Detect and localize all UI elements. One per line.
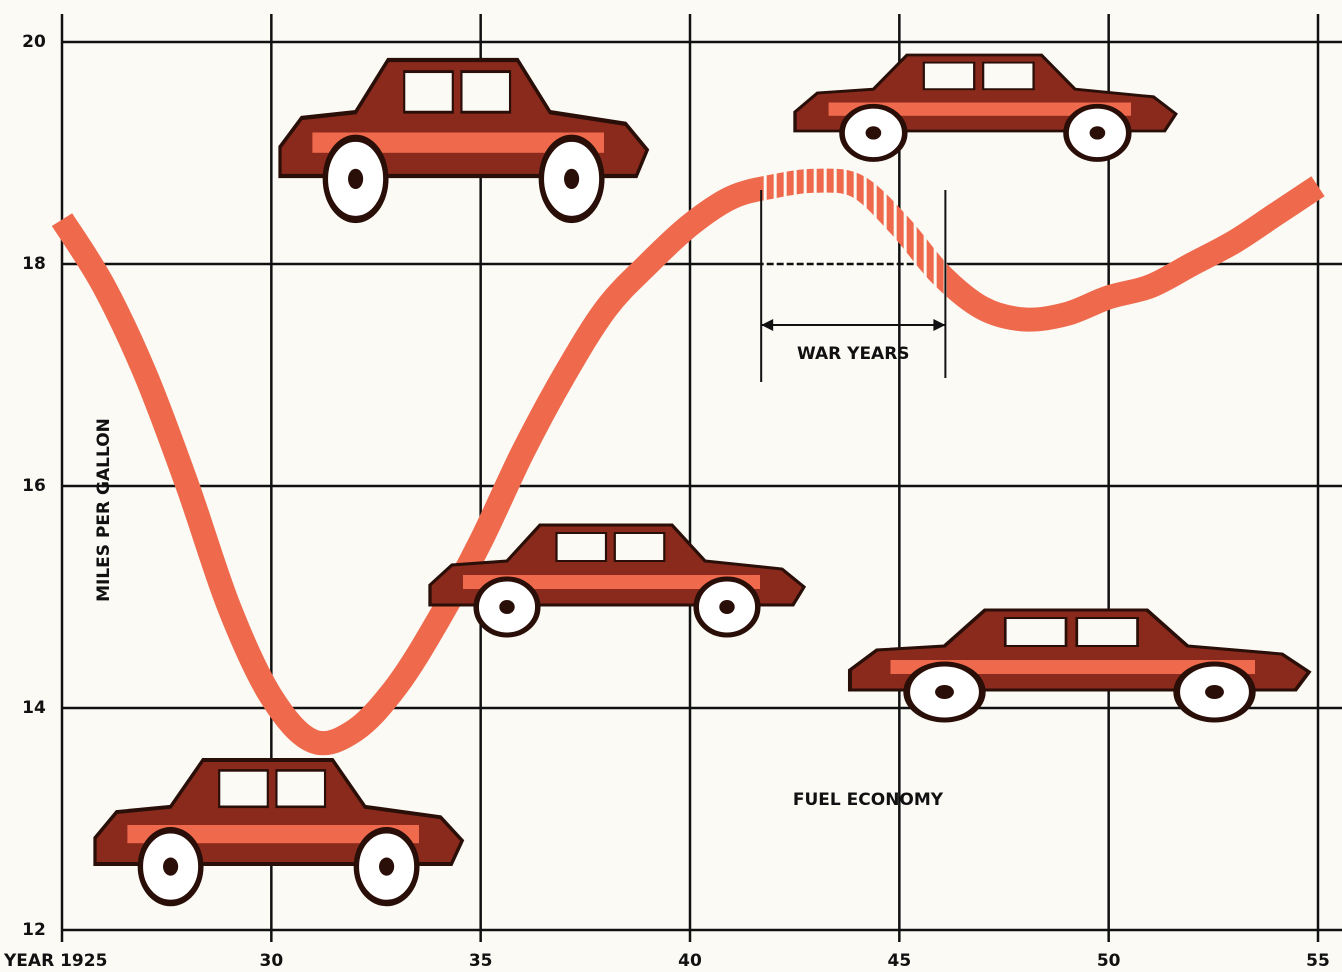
annotation-text: WAR YEARS [797, 344, 910, 364]
y-tick-label: 14 [22, 698, 46, 718]
x-tick-label: 45 [887, 951, 911, 971]
car-illustration [795, 55, 1176, 160]
x-tick-label: 55 [1306, 951, 1330, 971]
illustrations [95, 55, 1309, 903]
series-label: FUEL ECONOMY [793, 790, 944, 810]
y-axis-label: MILES PER GALLON [94, 418, 114, 602]
y-tick-label: 20 [22, 32, 46, 52]
line-series [51, 168, 1325, 756]
car-illustration [95, 760, 462, 903]
x-tick-label: 35 [469, 951, 493, 971]
y-tick-label: 16 [22, 476, 46, 496]
x-tick-label: 40 [678, 951, 702, 971]
x-tick-label: 50 [1097, 951, 1121, 971]
car-illustration [280, 60, 647, 220]
y-tick-label: 18 [22, 254, 46, 274]
car-illustration [850, 610, 1309, 720]
x-tick-label: 30 [259, 951, 283, 971]
x-tick-label: YEAR 1925 [3, 951, 107, 971]
y-tick-label: 12 [22, 920, 46, 940]
